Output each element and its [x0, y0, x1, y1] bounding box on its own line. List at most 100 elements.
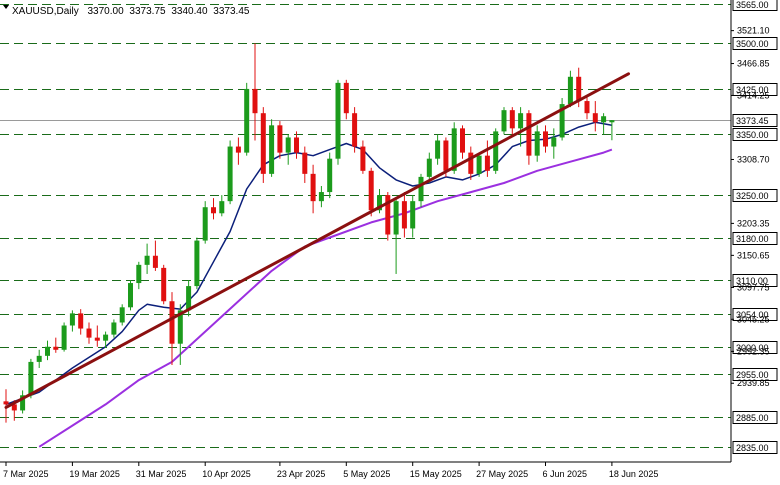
candle-bullish [202, 207, 208, 241]
candle-bullish [136, 264, 142, 284]
ohlc-high: 3373.75 [129, 6, 166, 17]
candle-bullish [227, 146, 233, 202]
current-price-box [732, 114, 778, 127]
moving-averages [5, 121, 613, 448]
candle-bearish [252, 88, 258, 114]
candle-bearish [169, 301, 175, 344]
level-label-box [732, 189, 778, 202]
timeframe-name: Daily [56, 6, 78, 17]
candle-bearish [368, 170, 374, 211]
time-tick-label: 23 Apr 2025 [277, 469, 326, 479]
candle-bullish [69, 313, 75, 326]
candle-bullish [219, 201, 225, 214]
candle-bearish [11, 404, 17, 411]
candle-bullish [61, 325, 67, 350]
candle-bearish [161, 267, 167, 302]
candle-bearish [294, 137, 299, 153]
candle-bearish [401, 201, 407, 229]
candle-bullish [501, 110, 507, 132]
candle-bullish [426, 158, 432, 177]
time-tick-label: 6 Jun 2025 [543, 469, 588, 479]
level-label-box [732, 0, 778, 11]
candle-bearish [310, 173, 316, 202]
level-label: 3350.00 [736, 130, 769, 140]
candle-bearish [277, 125, 283, 153]
level-label: 3500.00 [736, 39, 769, 49]
horizontal-levels [0, 4, 731, 448]
trendline [4, 72, 630, 409]
price-tick-label: 3308.70 [737, 154, 770, 164]
price-tick-label: 3150.65 [737, 250, 770, 260]
candle-bearish [468, 152, 474, 174]
level-label-box [732, 128, 778, 141]
price-tick-label: 3045.25 [737, 314, 770, 324]
candle-bearish [211, 207, 216, 214]
candle-bearish [576, 76, 582, 102]
level-label: 2885.00 [736, 413, 769, 423]
candle-bullish [476, 155, 482, 174]
candle-bullish [327, 158, 333, 193]
candle-bearish [584, 101, 590, 114]
candle-bullish [435, 140, 441, 159]
candle-bullish [551, 137, 557, 147]
candle-bullish [393, 201, 399, 235]
price-tick-label: 2992.35 [737, 346, 770, 356]
ma-fast-line [5, 121, 613, 406]
candle-bullish [144, 255, 150, 265]
candle-bullish [20, 395, 26, 411]
price-tick-label: 3097.75 [737, 282, 770, 292]
candle-bullish [269, 125, 275, 174]
ohlc-low: 3340.40 [171, 6, 208, 17]
candle-bullish [186, 286, 192, 311]
ohlc-open: 3370.00 [87, 6, 124, 17]
candle-bearish [343, 82, 349, 114]
symbol-name: XAUUSD [12, 6, 54, 17]
time-tick-label: 27 May 2025 [476, 469, 528, 479]
level-label-box [732, 274, 778, 287]
candle-bullish [119, 307, 125, 323]
price-tick-label: 3521.10 [737, 26, 770, 36]
level-label-box [732, 83, 778, 96]
candle-bearish [152, 255, 158, 268]
candle-bearish [360, 146, 366, 171]
level-label-box [732, 441, 778, 454]
level-label: 2955.00 [736, 370, 769, 380]
candle-bullish [518, 113, 524, 129]
candle-bearish [53, 346, 59, 350]
time-tick-label: 18 Jun 2025 [609, 469, 659, 479]
candle-bullish [534, 131, 540, 156]
level-label: 3250.00 [736, 191, 769, 201]
candle-bearish [443, 140, 449, 171]
candle-bullish [244, 88, 250, 153]
price-tick-label: 3414.25 [737, 90, 770, 100]
candle-bullish [559, 104, 565, 138]
price-tick-label: 2939.85 [737, 378, 770, 388]
level-label: 3054.00 [736, 310, 769, 320]
level-label: 3425.00 [736, 85, 769, 95]
candle-bullish [194, 240, 200, 287]
collapse-arrow-icon[interactable] [3, 5, 9, 9]
level-label-box [732, 37, 778, 50]
candle-bearish [484, 155, 490, 171]
candle-bullish [410, 201, 416, 229]
time-tick-label: 5 May 2025 [343, 469, 390, 479]
trendline-group [4, 72, 630, 409]
candle-bullish [28, 361, 34, 396]
candle-bearish [352, 113, 358, 147]
candle-bullish [177, 310, 183, 344]
candle-bearish [526, 113, 532, 156]
candle-bullish [128, 283, 133, 308]
level-label-box [732, 232, 778, 245]
time-tick-label: 15 May 2025 [410, 469, 462, 479]
candle-bullish [451, 128, 457, 171]
time-tick-label: 31 Mar 2025 [136, 469, 187, 479]
candle-bullish [103, 334, 109, 341]
candle-bullish [285, 137, 291, 153]
level-label: 2835.00 [736, 443, 769, 453]
candle-bullish [493, 131, 499, 171]
candle-bearish [592, 113, 598, 123]
candle-bearish [543, 131, 548, 147]
